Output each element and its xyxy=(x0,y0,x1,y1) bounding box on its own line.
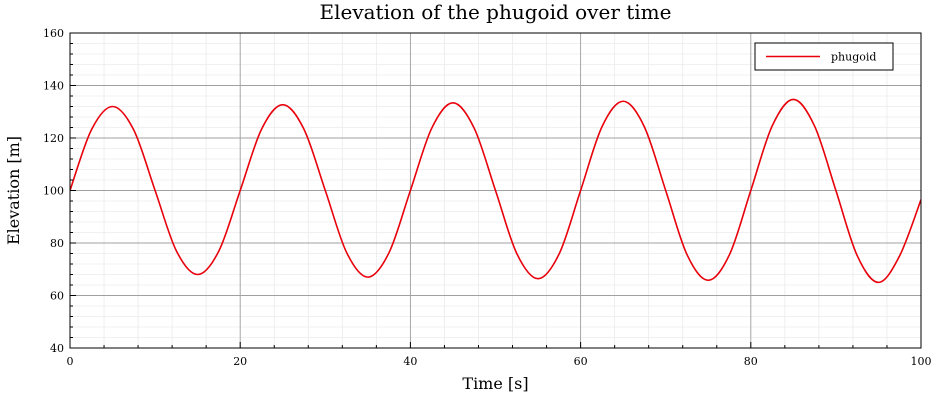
tick-labels: 0 20 40 60 80 100 40 60 80 100 120 140 160 xyxy=(43,27,932,368)
x-tick-label: 60 xyxy=(574,355,588,368)
y-tick-label: 160 xyxy=(43,27,64,40)
series-layer xyxy=(70,98,921,284)
legend: phugoid xyxy=(754,42,894,71)
ticks xyxy=(69,32,922,349)
x-tick-label: 100 xyxy=(911,355,932,368)
y-tick-label: 140 xyxy=(43,80,64,93)
y-tick-label: 40 xyxy=(50,342,64,355)
x-axis-label: Time [s] xyxy=(462,374,528,393)
y-tick-label: 100 xyxy=(43,185,64,198)
y-axis-label: Elevation [m] xyxy=(4,136,23,245)
chart-title: Elevation of the phugoid over time xyxy=(320,0,672,24)
legend-label-phugoid: phugoid xyxy=(831,51,876,64)
y-tick-label: 120 xyxy=(43,132,64,145)
x-tick-label: 40 xyxy=(403,355,417,368)
x-tick-label: 80 xyxy=(744,355,758,368)
x-tick-label: 0 xyxy=(67,355,74,368)
y-tick-label: 80 xyxy=(50,237,64,250)
series-line-phugoid xyxy=(70,98,921,284)
y-tick-label: 60 xyxy=(50,290,64,303)
x-tick-label: 20 xyxy=(233,355,247,368)
